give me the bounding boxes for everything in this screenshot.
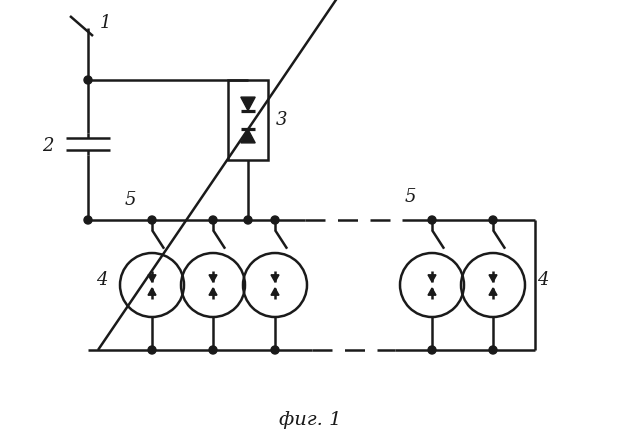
Text: 5: 5 <box>124 191 136 209</box>
Polygon shape <box>489 288 497 295</box>
Text: 4: 4 <box>537 271 548 289</box>
Polygon shape <box>241 97 255 111</box>
Circle shape <box>489 346 497 354</box>
Circle shape <box>489 216 497 224</box>
Polygon shape <box>489 275 497 282</box>
Text: 4: 4 <box>96 271 108 289</box>
Circle shape <box>428 346 436 354</box>
Circle shape <box>428 216 436 224</box>
Text: 5: 5 <box>404 188 416 206</box>
Polygon shape <box>271 288 279 295</box>
Polygon shape <box>148 288 156 295</box>
Circle shape <box>209 346 217 354</box>
Text: 1: 1 <box>100 14 111 32</box>
Polygon shape <box>428 288 436 295</box>
Circle shape <box>271 216 279 224</box>
Polygon shape <box>271 275 279 282</box>
Circle shape <box>209 216 217 224</box>
Text: 3: 3 <box>276 111 287 129</box>
Circle shape <box>148 346 156 354</box>
Polygon shape <box>148 275 156 282</box>
Polygon shape <box>428 275 436 282</box>
Circle shape <box>148 216 156 224</box>
Polygon shape <box>241 129 255 143</box>
Polygon shape <box>209 288 217 295</box>
Circle shape <box>84 76 92 84</box>
Circle shape <box>271 346 279 354</box>
Text: 2: 2 <box>42 137 54 155</box>
Text: фиг. 1: фиг. 1 <box>279 411 341 429</box>
Circle shape <box>84 216 92 224</box>
Circle shape <box>244 216 252 224</box>
Polygon shape <box>209 275 217 282</box>
